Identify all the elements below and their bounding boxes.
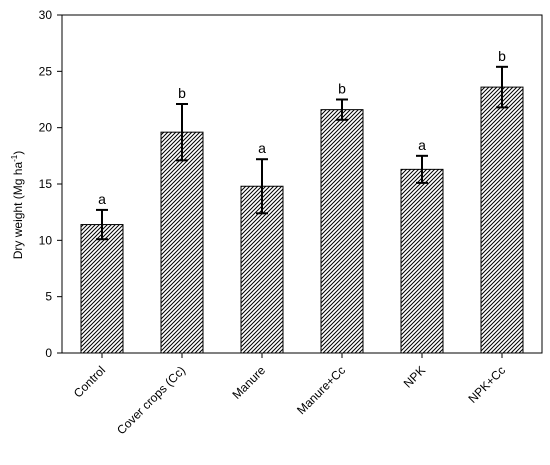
y-tick-label: 25 (39, 64, 53, 78)
x-tick-label: NPK+Cc (465, 363, 508, 406)
y-tick-label: 30 (39, 8, 53, 22)
y-tick-label: 15 (39, 177, 53, 191)
significance-label: a (98, 191, 106, 207)
bar (160, 131, 204, 354)
y-tick-label: 10 (39, 233, 53, 247)
y-tick-label: 5 (45, 290, 52, 304)
significance-label: b (338, 81, 346, 97)
x-tick-label: Control (71, 363, 108, 400)
y-axis-label-superscript: -1 (10, 154, 19, 162)
x-tick-label: Manure+Cc (294, 363, 348, 417)
y-axis-label-text: Dry weight (Mg ha (11, 162, 25, 260)
x-tick-label: Cover crops (Cc) (114, 363, 188, 437)
bar (400, 168, 444, 354)
y-tick-label: 0 (45, 346, 52, 360)
x-tick-label: Manure (229, 363, 268, 402)
significance-label: a (418, 137, 426, 153)
x-axis: Control Cover crops (Cc) Manure Manure+Cc NP… (71, 353, 508, 437)
significance-label: b (178, 85, 186, 101)
y-tick-label: 20 (39, 121, 53, 135)
bar-series: a b a b a b (80, 48, 524, 354)
significance-label: b (498, 48, 506, 64)
bar (320, 109, 364, 354)
y-axis-label: Dry weight (Mg ha-1) (10, 151, 25, 260)
plot-frame (61, 14, 543, 354)
bar (80, 224, 124, 354)
significance-label: a (258, 140, 266, 156)
bar (480, 86, 524, 354)
y-axis-label-suffix: ) (11, 151, 25, 155)
y-axis: 0 5 10 15 20 25 30 (39, 8, 62, 360)
plot-area (61, 14, 543, 354)
x-tick-label: NPK (401, 363, 428, 390)
